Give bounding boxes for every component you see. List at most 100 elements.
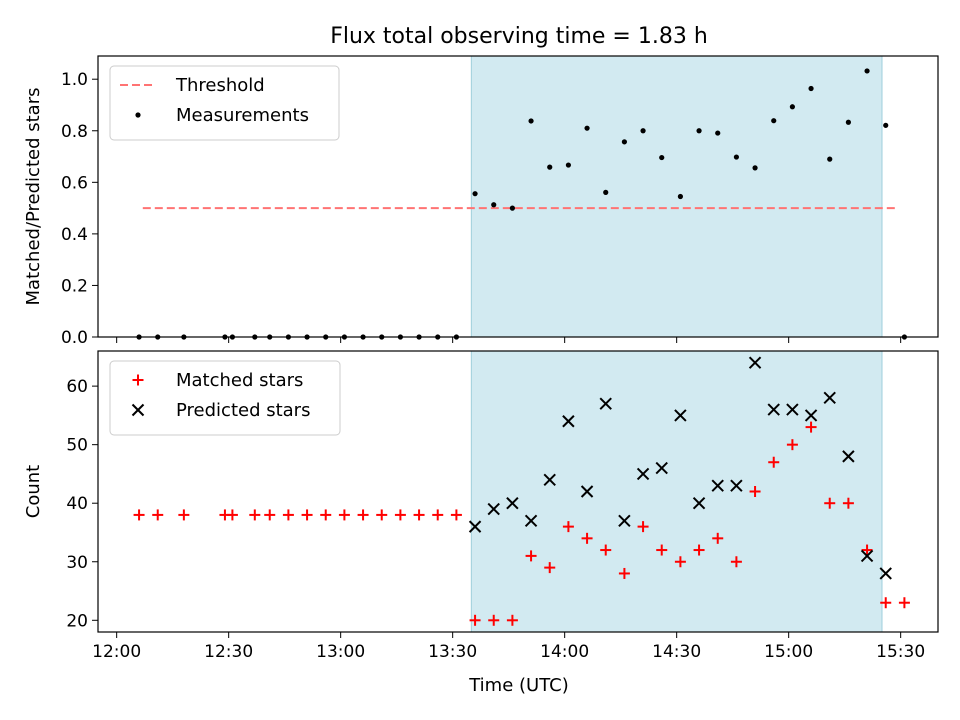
data-point	[524, 514, 538, 527]
data-point	[733, 154, 740, 160]
data-point	[264, 509, 276, 521]
data-point-stroke	[524, 514, 538, 527]
legend-swatch	[132, 374, 144, 386]
legend-box	[109, 65, 340, 141]
legend-label: Matched stars	[176, 370, 303, 391]
data-point-stroke	[860, 549, 874, 563]
data-point-stroke	[543, 473, 556, 486]
data-point	[528, 118, 534, 124]
data-point-stroke	[767, 403, 780, 416]
data-point	[860, 549, 874, 563]
data-point	[376, 509, 388, 521]
data-point	[468, 520, 482, 533]
data-point	[767, 403, 780, 416]
data-point	[543, 473, 556, 486]
data-point	[133, 509, 145, 521]
data-point	[249, 509, 261, 521]
data-point	[600, 544, 612, 556]
data-point-stroke	[674, 409, 687, 422]
x-tick-label: 12:00	[92, 642, 141, 662]
y-tick-label: 40	[66, 494, 88, 514]
ratio-panel: 0.0 0.2 0.4 0.6 0.8 1.0 Matched/Predicted star…	[23, 55, 939, 348]
data-point	[544, 562, 556, 574]
data-point	[178, 509, 190, 521]
data-point-stroke	[599, 397, 612, 410]
data-point-stroke	[487, 502, 500, 516]
data-point	[338, 509, 350, 521]
data-point	[584, 125, 590, 131]
data-point	[562, 521, 574, 533]
legend-label: Threshold	[175, 75, 265, 96]
data-point-stroke	[618, 514, 631, 527]
data-point	[357, 509, 369, 521]
data-point	[506, 497, 519, 510]
data-point	[808, 85, 814, 92]
data-point	[488, 614, 500, 626]
data-point	[786, 439, 798, 451]
data-point	[580, 485, 594, 498]
y-tick-label: 20	[66, 611, 88, 631]
legend-swatch	[135, 112, 141, 118]
y-axis-label: Count	[23, 465, 44, 518]
data-point	[637, 521, 649, 533]
data-point	[301, 509, 313, 521]
data-point	[659, 154, 665, 161]
chart-title: Flux total observing time = 1.83 h	[330, 24, 708, 49]
data-point	[898, 597, 910, 609]
data-point	[842, 497, 854, 509]
data-point	[879, 567, 892, 580]
data-point	[805, 421, 817, 433]
y-tick-label: 50	[66, 436, 88, 456]
data-point	[506, 614, 518, 626]
data-point	[636, 467, 650, 481]
data-point	[656, 544, 668, 556]
data-point	[715, 130, 721, 136]
data-point	[861, 544, 873, 556]
y-tick-label: 60	[66, 377, 88, 397]
data-point	[711, 479, 724, 492]
data-point	[842, 450, 855, 463]
x-tick-label: 14:30	[652, 642, 701, 662]
data-point	[655, 461, 668, 475]
y-tick-label: 1.0	[61, 70, 88, 90]
data-point	[621, 139, 628, 145]
data-point	[565, 162, 572, 168]
x-axis-label: Time (UTC)	[468, 675, 569, 696]
y-axis-label: Matched/Predicted stars	[23, 88, 44, 306]
legend-swatch-stroke	[131, 403, 145, 417]
data-point	[599, 397, 612, 410]
y-tick-label: 0.0	[61, 328, 88, 348]
data-point	[603, 189, 609, 195]
data-point	[789, 104, 796, 110]
data-point-stroke	[823, 391, 836, 405]
data-point	[696, 128, 702, 134]
data-point	[864, 68, 870, 74]
data-point	[730, 556, 742, 568]
data-point-stroke	[711, 479, 724, 492]
data-point-stroke	[842, 450, 855, 463]
x-tick-label: 13:30	[428, 642, 477, 662]
data-point	[320, 509, 332, 521]
legend-box	[109, 360, 341, 436]
data-point	[730, 479, 743, 492]
y-tick-label: 0.2	[61, 276, 88, 296]
data-point	[618, 514, 631, 527]
data-point-stroke	[562, 415, 575, 428]
data-point	[509, 205, 515, 211]
x-tick-label: 12:30	[204, 642, 253, 662]
data-point	[883, 122, 889, 128]
data-point-stroke	[468, 520, 482, 533]
data-point	[525, 550, 537, 562]
data-point	[581, 532, 593, 544]
data-point	[491, 202, 497, 208]
data-point	[693, 544, 705, 556]
plot-frame	[97, 55, 939, 338]
x-tick-label: 15:00	[764, 642, 813, 662]
data-point	[749, 486, 761, 497]
y-tick-label: 0.4	[61, 225, 88, 245]
y-tick-label: 0.6	[61, 173, 88, 193]
legend-swatch	[131, 403, 145, 417]
data-point-stroke	[692, 497, 706, 510]
data-point-stroke	[655, 461, 668, 475]
